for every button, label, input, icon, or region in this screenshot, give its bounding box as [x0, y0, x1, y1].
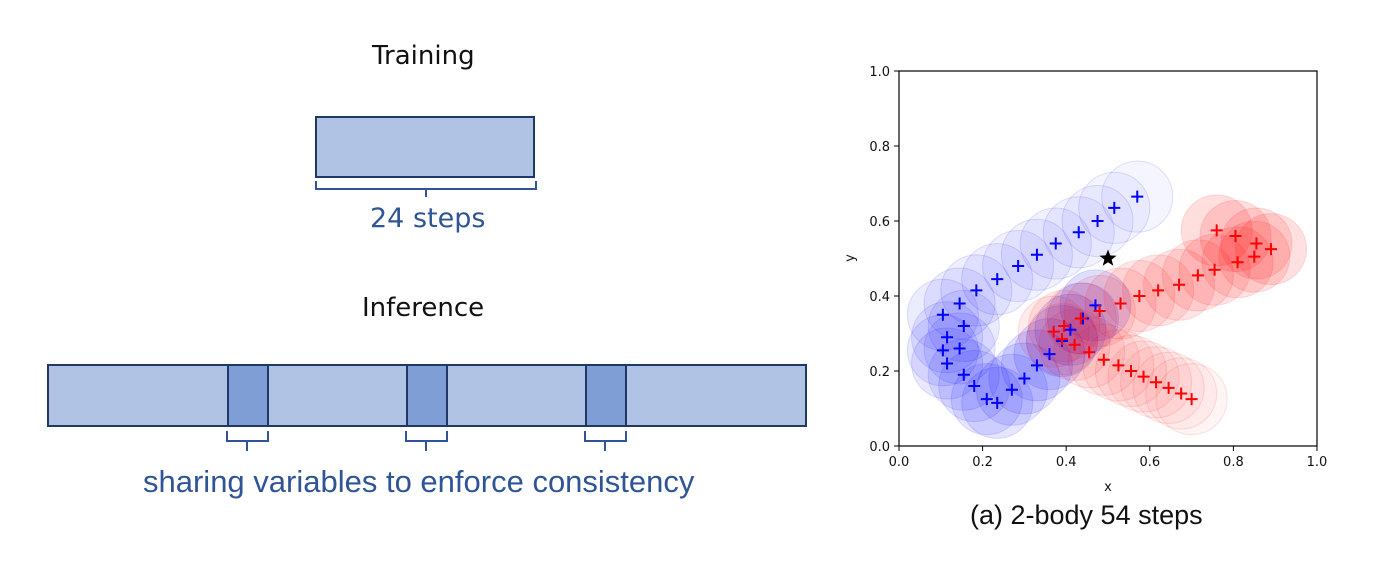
- shared-window-1: [227, 364, 269, 427]
- trajectory-point: [1093, 305, 1106, 317]
- shared-window-2: [406, 364, 448, 427]
- x-tick-label: 0.6: [1139, 455, 1160, 470]
- x-axis-label: x: [1104, 480, 1112, 495]
- trajectory-point: [1012, 260, 1025, 272]
- trajectory-point: [1114, 297, 1127, 310]
- trajectory-point: [991, 396, 1004, 409]
- trajectory-point: [970, 284, 983, 297]
- trajectory-point: [1112, 359, 1125, 372]
- trajectory-point: [1231, 256, 1244, 269]
- y-tick-label: 0.8: [869, 140, 890, 155]
- training-window-block: [315, 116, 535, 178]
- trajectory-point: [968, 380, 981, 392]
- trajectory-point: [1191, 269, 1204, 282]
- shared-window-3: [585, 364, 627, 427]
- trajectory-point: [1064, 323, 1077, 336]
- trajectory-point: [1058, 320, 1071, 332]
- trajectory-point: [1068, 338, 1081, 351]
- trajectory-point: [1097, 353, 1110, 366]
- trajectory-point: [957, 368, 970, 381]
- x-tick-label: 1.0: [1307, 455, 1328, 470]
- trajectory-plot: 0.0 0.2 0.4 0.6 0.8 1.0 0.0 0.2 0.4 0.6 0.8 1.0 x y: [843, 65, 1327, 495]
- trajectory-point: [1131, 190, 1144, 203]
- trajectory-point: [1248, 250, 1261, 263]
- trajectory-point: [1072, 226, 1085, 239]
- uncertainty-circles: [906, 160, 1308, 439]
- shared-brace-1: [226, 431, 269, 451]
- x-tick-label: 0.4: [1056, 455, 1077, 470]
- y-tick-label: 0.6: [869, 215, 890, 230]
- trajectory-point: [1175, 387, 1188, 400]
- trajectory-point: [1005, 383, 1018, 396]
- trajectory-point: [1049, 237, 1062, 250]
- trajectory-point: [953, 297, 966, 310]
- training-title: Training: [372, 41, 475, 71]
- axis-ticks: 0.0 0.2 0.4 0.6 0.8 1.0 0.0 0.2 0.4 0.6 0.8 1.0: [869, 65, 1327, 470]
- plot-caption: (a) 2-body 54 steps: [970, 500, 1203, 530]
- trajectory-point: [1083, 346, 1096, 359]
- trajectory-point: [1185, 393, 1198, 406]
- trajectory-point: [941, 357, 954, 370]
- trajectory-point: [1210, 224, 1223, 237]
- trajectory-point: [1229, 230, 1242, 242]
- trajectory-point: [936, 344, 949, 357]
- inference-title: Inference: [362, 293, 485, 323]
- trajectory-point: [953, 342, 966, 355]
- shared-brace-2: [405, 431, 448, 451]
- trajectory-point: [1173, 278, 1186, 291]
- y-tick-label: 1.0: [869, 65, 890, 80]
- trajectory-point: [1074, 312, 1087, 325]
- trajectory-point: [1162, 381, 1175, 394]
- plot-frame: [898, 70, 1318, 447]
- trajectory-point: [1030, 248, 1043, 261]
- trajectory-point: [1043, 348, 1056, 361]
- sharing-caption: sharing variables to enforce consistency: [143, 464, 695, 499]
- y-tick-label: 0.2: [869, 365, 890, 380]
- y-axis-label: y: [843, 254, 858, 262]
- trajectory-point: [1108, 201, 1121, 214]
- trajectory-point: [1265, 243, 1278, 256]
- trajectory-point: [1091, 215, 1104, 227]
- trajectory-point: [1030, 359, 1043, 372]
- x-tick-label: 0.0: [889, 455, 910, 470]
- x-tick-label: 0.2: [972, 455, 993, 470]
- trajectory-point: [1208, 263, 1221, 276]
- training-brace: [315, 181, 537, 197]
- trajectory-point: [1133, 290, 1146, 302]
- trajectory-point: [1047, 325, 1060, 338]
- trajectory-markers: [936, 190, 1278, 409]
- trajectory-point: [1018, 372, 1031, 385]
- trajectory-point: [941, 331, 954, 344]
- x-tick-label: 0.8: [1223, 455, 1244, 470]
- star-marker: [1099, 249, 1117, 266]
- inference-sequence-bar: [47, 364, 807, 427]
- trajectory-point: [1152, 284, 1165, 297]
- trajectory-point: [1150, 376, 1163, 389]
- training-steps-label: 24 steps: [370, 203, 486, 234]
- shared-brace-3: [584, 431, 627, 451]
- trajectory-point: [1137, 370, 1150, 383]
- trajectory-point: [1250, 237, 1263, 250]
- trajectory-point: [1124, 365, 1137, 377]
- trajectory-point: [936, 308, 949, 321]
- trajectory-point: [980, 393, 993, 406]
- trajectory-point: [1056, 333, 1069, 346]
- y-tick-label: 0.4: [869, 290, 890, 305]
- trajectory-point: [957, 320, 970, 332]
- y-tick-label: 0.0: [869, 440, 890, 455]
- trajectory-point: [991, 273, 1004, 286]
